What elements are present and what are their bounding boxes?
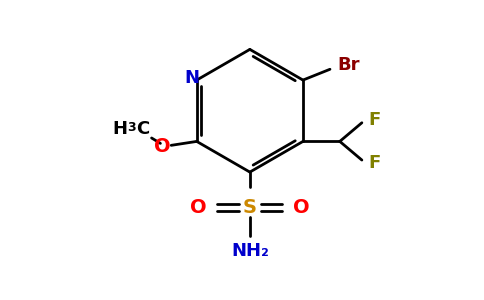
Text: NH₂: NH₂ bbox=[231, 242, 269, 260]
Text: S: S bbox=[243, 198, 257, 217]
Text: O: O bbox=[154, 137, 171, 156]
Text: F: F bbox=[368, 111, 380, 129]
Text: C: C bbox=[136, 120, 150, 138]
Text: N: N bbox=[184, 69, 199, 87]
Text: O: O bbox=[293, 198, 310, 217]
Text: O: O bbox=[190, 198, 207, 217]
Text: Br: Br bbox=[337, 56, 360, 74]
Text: F: F bbox=[368, 154, 380, 172]
Text: 3: 3 bbox=[127, 121, 136, 134]
Text: H: H bbox=[112, 120, 127, 138]
